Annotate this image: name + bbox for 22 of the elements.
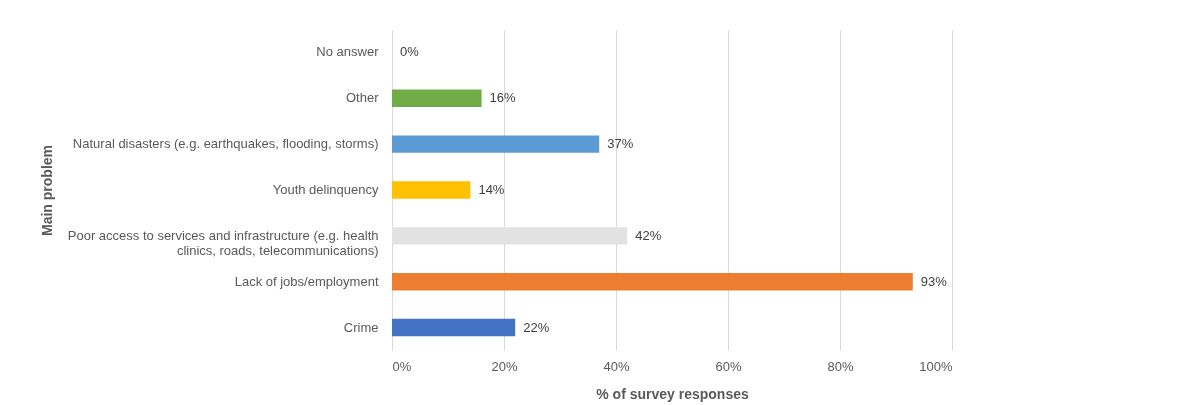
x-tick-label: 80%	[827, 358, 854, 374]
x-tick-label: 100%	[919, 358, 953, 374]
x-tick-label: 60%	[715, 358, 742, 374]
y-tick-label: Natural disasters (e.g. earthquakes, flooding, storms)	[72, 136, 379, 152]
y-axis-title: Main problem	[38, 144, 55, 237]
data-label: 93%	[920, 273, 948, 289]
x-axis-title: % of survey responses	[596, 385, 749, 402]
x-tick-label: 20%	[491, 358, 518, 374]
data-label: 16%	[489, 90, 517, 106]
data-label: 42%	[635, 227, 662, 243]
y-tick-label: Youth delinquency	[272, 182, 379, 197]
y-tick-label: Lack of jobs/employment	[234, 273, 379, 289]
y-tick-label: Poor access to services and infrastructure (e.g. health clinics, roads, telecommunications)	[67, 227, 379, 258]
y-tick-label: Other	[345, 90, 380, 106]
data-label: 0%	[400, 44, 420, 60]
x-tick-label: 0%	[392, 358, 412, 374]
x-tick-label: 40%	[603, 358, 630, 374]
data-label: 37%	[607, 136, 634, 152]
data-label: 14%	[478, 182, 505, 197]
data-label: 22%	[523, 319, 550, 335]
y-tick-label: No answer	[316, 44, 380, 60]
y-tick-label: Crime	[343, 319, 379, 335]
